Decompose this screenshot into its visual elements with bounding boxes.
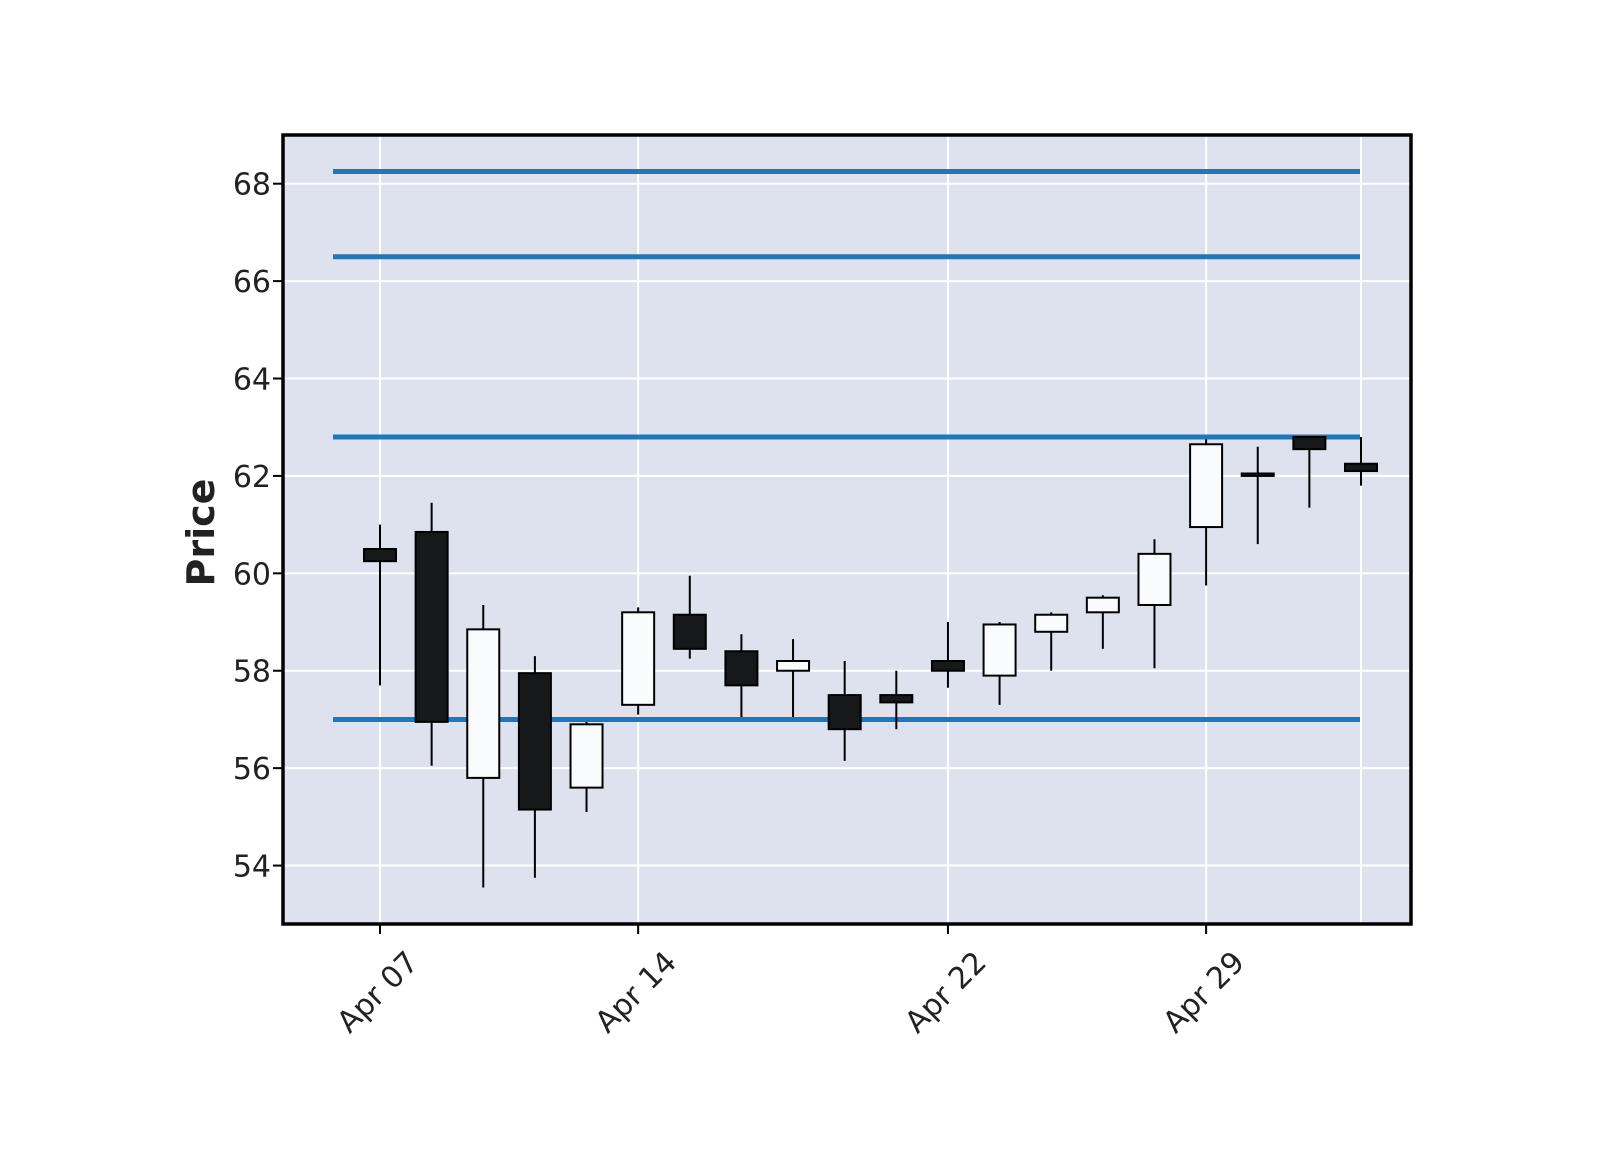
- x-axis-ticks: Apr 07 Apr 14 Apr 22 Apr 29: [330, 924, 1252, 1040]
- candle-body: [569, 723, 604, 789]
- candle-body: [879, 694, 914, 704]
- x-tick-label: Apr 29: [1157, 945, 1252, 1040]
- candle-2024-04-29: [1189, 439, 1224, 586]
- candle-body: [466, 628, 501, 779]
- candles-layer: [363, 435, 1378, 888]
- x-tick-label: Apr 22: [898, 945, 993, 1040]
- candle-2024-04-30: [1240, 446, 1275, 545]
- candle-2024-04-24: [1034, 612, 1069, 671]
- x-tick-label: Apr 07: [330, 945, 425, 1040]
- candle-2024-04-11: [569, 721, 604, 812]
- candle-2024-04-08: [414, 502, 449, 766]
- candle-body: [776, 660, 811, 672]
- candle-2024-04-18: [827, 661, 862, 761]
- y-tick-label: 60: [233, 557, 271, 592]
- candle-2024-04-25: [1085, 595, 1120, 649]
- candle-body: [414, 530, 449, 723]
- candle-body: [517, 672, 552, 811]
- y-axis-ticks: 54 56 58 60 62 64 66 68: [233, 168, 283, 885]
- candle-body: [827, 694, 862, 731]
- candle-2024-04-10: [517, 656, 552, 878]
- y-tick-label: 58: [233, 655, 271, 690]
- x-tick-label: Apr 14: [589, 945, 684, 1040]
- candle-body: [672, 613, 707, 650]
- plot-frame: [281, 133, 1413, 926]
- y-tick-label: 54: [233, 850, 271, 885]
- candle-body: [621, 611, 656, 706]
- candle-body: [982, 623, 1017, 677]
- candle-2024-04-16: [724, 634, 759, 718]
- plot-background: [283, 135, 1411, 924]
- candle-2024-05-01: [1292, 435, 1327, 508]
- candle-2024-04-26: [1137, 539, 1172, 669]
- candle-2024-04-22: [930, 622, 965, 688]
- candle-2024-04-15: [672, 575, 707, 659]
- y-tick-label: 62: [233, 460, 271, 495]
- y-axis-title: Price: [179, 479, 223, 587]
- candle-2024-04-19: [879, 670, 914, 730]
- candle-2024-04-17: [776, 639, 811, 718]
- candle-body: [724, 650, 759, 687]
- y-tick-label: 64: [233, 363, 271, 398]
- candle-body: [1137, 552, 1172, 606]
- candle-body: [1034, 613, 1069, 633]
- candle-body: [1085, 596, 1120, 614]
- candle-body: [1292, 435, 1327, 451]
- candle-body: [363, 547, 397, 563]
- candle-2024-04-14: [621, 607, 656, 715]
- candle-body: [1240, 472, 1275, 477]
- y-tick-label: 68: [233, 168, 271, 203]
- candle-2024-05-02: [1344, 436, 1378, 486]
- candle-body: [930, 660, 965, 672]
- y-tick-label: 66: [233, 265, 271, 300]
- candle-2024-04-07: [363, 524, 397, 686]
- candle-body: [1189, 443, 1224, 529]
- candle-2024-04-23: [982, 622, 1017, 705]
- candle-body: [1344, 462, 1378, 473]
- y-tick-label: 56: [233, 752, 271, 787]
- candle-2024-04-09: [466, 604, 501, 888]
